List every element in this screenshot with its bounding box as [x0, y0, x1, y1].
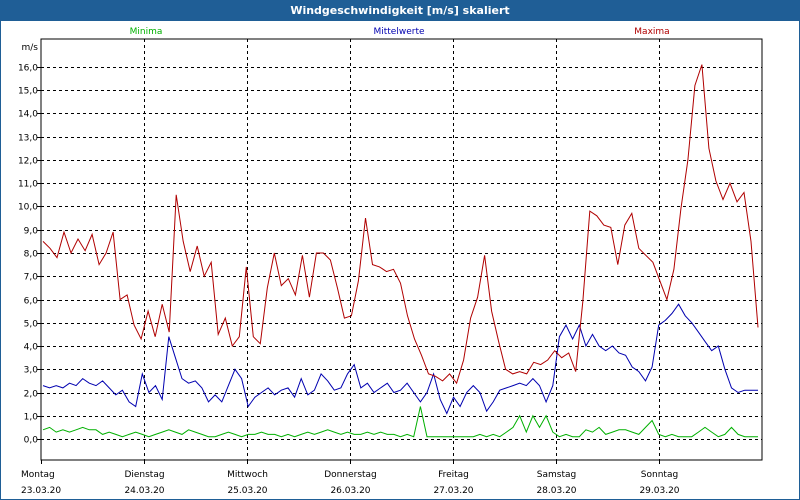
- y-tick-label: 0,0: [24, 436, 39, 446]
- legend-minima: Minima: [130, 27, 163, 37]
- plot-area: [40, 38, 763, 461]
- legend-mittelwerte: Mittelwerte: [373, 27, 424, 37]
- legend-maxima: Maxima: [634, 27, 669, 37]
- day-label: Samstag: [537, 470, 576, 480]
- day-label: Donnerstag: [324, 470, 377, 480]
- date-label: 24.03.20: [124, 486, 164, 496]
- y-tick-label: 6,0: [24, 297, 39, 307]
- day-label: Mittwoch: [227, 470, 268, 480]
- y-tick-label: 3,0: [24, 366, 39, 376]
- y-tick-label: 16,0: [18, 64, 38, 74]
- series-line-maxima: [42, 64, 759, 385]
- series-line-minima: [42, 406, 758, 438]
- date-label: 29.03.20: [639, 486, 679, 496]
- day-label: Sonntag: [641, 470, 678, 480]
- y-tick-label: 8,0: [24, 250, 39, 260]
- series-line-mittelwerte: [42, 303, 758, 415]
- date-label: 28.03.20: [536, 486, 576, 496]
- y-tick-label: 12,0: [18, 157, 38, 167]
- y-tick-label: 4,0: [24, 343, 39, 353]
- y-tick-label: 11,0: [18, 180, 38, 190]
- date-label: 25.03.20: [227, 486, 267, 496]
- day-label: Dienstag: [124, 470, 164, 480]
- y-tick-label: 5,0: [24, 320, 39, 330]
- day-label: Montag: [21, 470, 55, 480]
- y-tick-label: 1,0: [24, 413, 39, 423]
- y-tick-label: 2,0: [24, 390, 39, 400]
- date-label: 26.03.20: [330, 486, 370, 496]
- day-label: Freitag: [438, 470, 469, 480]
- y-tick-label: 10,0: [18, 203, 38, 213]
- y-tick-label: 14,0: [18, 110, 38, 120]
- y-tick-label: 9,0: [24, 227, 39, 237]
- y-tick-label: 7,0: [24, 273, 39, 283]
- y-axis-label: m/s: [22, 43, 39, 53]
- date-label: 27.03.20: [433, 486, 473, 496]
- y-tick-label: 13,0: [18, 134, 38, 144]
- y-tick-label: 15,0: [18, 87, 38, 97]
- date-label: 23.03.20: [21, 486, 61, 496]
- chart-title: Windgeschwindigkeit [m/s] skaliert: [1, 1, 799, 21]
